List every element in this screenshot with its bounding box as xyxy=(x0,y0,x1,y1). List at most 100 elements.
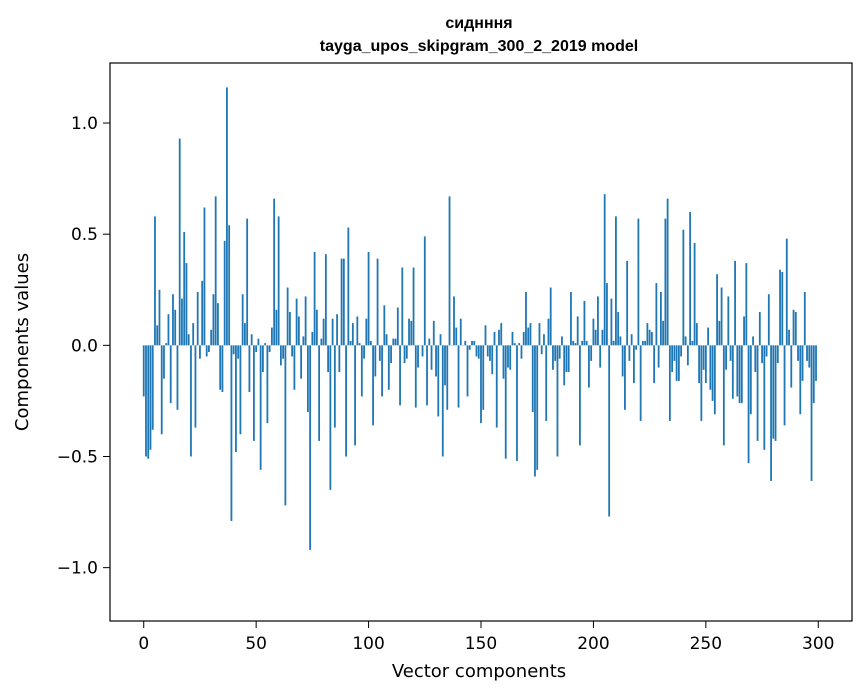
bar-125 xyxy=(423,236,426,346)
bar-274 xyxy=(758,311,761,346)
bar-32 xyxy=(214,196,217,346)
bar-188 xyxy=(565,345,568,373)
bar-150 xyxy=(480,345,482,424)
bar-170 xyxy=(525,291,527,346)
bar-271 xyxy=(752,336,754,346)
bar-275 xyxy=(761,345,763,364)
bar-57 xyxy=(270,327,273,346)
bar-208 xyxy=(610,298,613,346)
bar-280 xyxy=(772,345,775,439)
bar-135 xyxy=(446,345,449,410)
bar-237 xyxy=(675,345,678,381)
bar-257 xyxy=(720,287,723,346)
bar-129 xyxy=(432,320,435,346)
bar-201 xyxy=(594,329,597,346)
bar-101 xyxy=(369,340,372,346)
bar-92 xyxy=(349,340,352,346)
bar-194 xyxy=(579,345,581,446)
x-axis-label: Vector components xyxy=(392,661,566,682)
bar-141 xyxy=(459,318,462,346)
bar-193 xyxy=(576,316,579,346)
bar-144 xyxy=(466,345,469,397)
bar-45 xyxy=(244,323,246,346)
bar-283 xyxy=(779,269,781,346)
bar-294 xyxy=(803,291,806,346)
bar-260 xyxy=(727,296,730,346)
bar-88 xyxy=(340,258,343,346)
bar-103 xyxy=(374,345,377,377)
bar-124 xyxy=(421,345,424,357)
bar-40 xyxy=(232,345,235,355)
bar-233 xyxy=(666,198,669,346)
bar-39 xyxy=(230,345,233,521)
bar-126 xyxy=(426,345,428,406)
bar-200 xyxy=(592,318,595,346)
bar-118 xyxy=(408,318,410,346)
bar-91 xyxy=(347,227,350,346)
bar-234 xyxy=(668,345,671,421)
bar-66 xyxy=(291,345,294,357)
bar-23 xyxy=(194,345,197,428)
bar-116 xyxy=(403,345,406,364)
bar-216 xyxy=(628,345,631,361)
bar-195 xyxy=(581,340,584,346)
bar-298 xyxy=(812,345,815,404)
x-tick-label: 300 xyxy=(802,634,834,654)
bar-148 xyxy=(475,345,478,357)
bar-4 xyxy=(151,345,154,430)
bar-212 xyxy=(619,336,622,346)
bar-99 xyxy=(365,318,368,346)
bar-173 xyxy=(531,345,534,413)
bar-183 xyxy=(554,345,557,361)
bar-248 xyxy=(700,345,703,421)
bar-122 xyxy=(417,345,419,368)
bar-225 xyxy=(648,329,651,346)
bar-51 xyxy=(257,338,260,346)
bar-251 xyxy=(707,327,709,346)
bar-105 xyxy=(378,345,381,361)
bar-230 xyxy=(659,291,662,346)
bar-78 xyxy=(318,345,321,441)
bar-156 xyxy=(493,332,496,346)
bar-38 xyxy=(228,225,231,346)
bar-222 xyxy=(641,340,644,346)
bar-250 xyxy=(704,345,707,384)
bar-197 xyxy=(585,340,588,346)
bar-143 xyxy=(464,340,467,346)
bar-7 xyxy=(158,289,161,346)
bar-211 xyxy=(617,311,620,346)
bar-43 xyxy=(239,345,242,435)
bar-9 xyxy=(163,345,165,379)
bar-140 xyxy=(457,345,460,408)
bar-149 xyxy=(477,345,480,359)
bar-94 xyxy=(354,345,356,446)
bar-72 xyxy=(304,296,307,346)
bar-154 xyxy=(489,345,491,361)
bar-110 xyxy=(390,345,392,364)
bar-20 xyxy=(187,334,190,346)
bar-33 xyxy=(217,303,219,346)
bar-239 xyxy=(680,345,683,357)
bar-108 xyxy=(385,334,388,346)
bar-231 xyxy=(662,320,665,346)
bar-213 xyxy=(621,345,624,377)
bar-254 xyxy=(713,345,716,415)
bar-276 xyxy=(763,345,766,450)
bar-296 xyxy=(808,345,811,368)
bar-236 xyxy=(673,345,676,361)
bar-165 xyxy=(513,343,516,346)
x-tick-label: 0 xyxy=(138,634,149,654)
bar-187 xyxy=(563,345,566,386)
bar-290 xyxy=(794,311,797,346)
bar-291 xyxy=(797,345,799,361)
bar-70 xyxy=(300,345,303,379)
bar-210 xyxy=(615,216,617,346)
bar-206 xyxy=(606,283,608,346)
bar-56 xyxy=(268,345,271,352)
bar-277 xyxy=(765,345,768,357)
bar-214 xyxy=(624,345,626,410)
bar-19 xyxy=(185,263,188,346)
bar-223 xyxy=(644,340,647,346)
bar-95 xyxy=(356,316,359,346)
